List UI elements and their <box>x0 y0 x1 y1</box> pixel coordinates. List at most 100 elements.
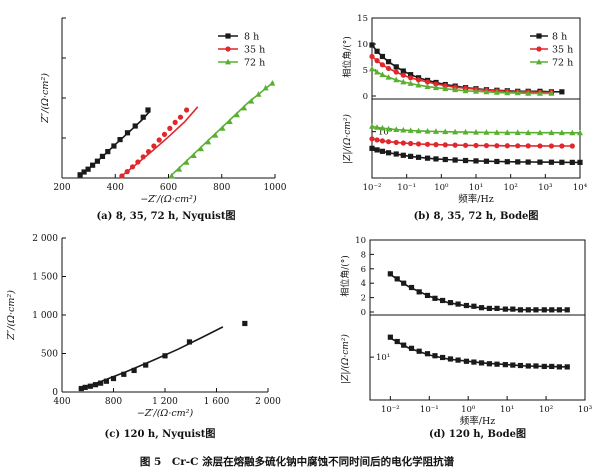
data-point <box>548 159 555 165</box>
data-point <box>533 363 539 369</box>
data-point <box>536 129 543 136</box>
data-point <box>407 127 414 133</box>
data-point <box>502 362 508 368</box>
data-point <box>415 127 422 134</box>
data-point <box>212 132 219 138</box>
x-tick-label: 400 <box>53 397 70 407</box>
data-point <box>510 306 516 312</box>
y-tick-label: 1 000 <box>32 311 58 321</box>
data-point <box>78 385 84 392</box>
data-point <box>374 68 381 75</box>
data-point <box>407 80 414 86</box>
data-point <box>393 126 400 132</box>
data-point <box>394 276 400 282</box>
x-axis-label: 频率/Hz <box>460 415 496 427</box>
data-point <box>233 111 240 118</box>
data-point <box>533 307 539 313</box>
data-point <box>515 143 521 149</box>
data-point <box>393 76 400 83</box>
data-point <box>401 280 407 286</box>
panel-caption: (b) 8, 35, 72 h, Bode图 <box>414 210 539 222</box>
y-tick-label: 1 500 <box>32 273 58 283</box>
data-point <box>226 118 233 124</box>
data-point <box>510 362 516 368</box>
y-axis-label-top: 相位角/(°) <box>341 36 353 78</box>
y-tick-label: 4 <box>361 279 366 289</box>
x-tick-label: 1000 <box>264 183 287 193</box>
data-point <box>424 79 431 85</box>
legend-label: 8 h <box>552 32 567 43</box>
data-point <box>504 89 511 96</box>
x-tick-label: 10³ <box>538 183 552 193</box>
data-point <box>177 114 184 120</box>
data-point <box>197 145 204 152</box>
x-tick-label: 10⁻¹ <box>397 183 416 193</box>
x-tick-label: 10⁰ <box>434 183 449 193</box>
data-point <box>140 154 146 160</box>
data-point <box>569 129 576 136</box>
data-point <box>493 89 500 95</box>
x-tick-label: 2 000 <box>255 397 281 407</box>
data-point <box>400 68 406 74</box>
data-point <box>385 125 392 132</box>
data-point <box>514 89 521 96</box>
data-point <box>483 158 490 164</box>
data-point <box>559 159 565 165</box>
data-point <box>463 358 470 364</box>
data-point <box>433 142 439 148</box>
data-point <box>432 295 438 301</box>
data-point <box>517 307 524 313</box>
panel-c: 400 800 1 200 1 600 2 000 0 500 1 000 1 500 2 000… <box>6 234 281 440</box>
y-tick-label: 15 <box>357 14 368 24</box>
data-point <box>525 307 531 313</box>
data-point <box>385 150 392 156</box>
x-tick-label: 600 <box>160 183 177 193</box>
data-point <box>473 129 479 135</box>
data-point <box>374 137 380 143</box>
data-point <box>82 384 88 390</box>
data-point <box>559 89 565 95</box>
y-tick-label: 10 <box>357 40 368 50</box>
data-point <box>105 149 111 155</box>
data-point <box>537 143 543 149</box>
data-point <box>374 58 380 64</box>
legend-label: 72 h <box>244 58 265 69</box>
x-tick-label: 10⁻¹ <box>420 405 439 415</box>
data-point <box>486 361 492 367</box>
x-tick-label: 10² <box>539 405 553 415</box>
data-point <box>401 342 407 348</box>
x-tick-label: 10¹ <box>469 183 483 193</box>
data-point <box>432 128 439 134</box>
panel-a: 200 400 600 800 1000 −Z′/(Ω·cm²) Z″/(Ω·cm²) 8 h… <box>40 17 287 222</box>
data-point <box>569 159 575 165</box>
data-point <box>525 143 531 149</box>
data-point <box>442 156 448 163</box>
data-point <box>124 130 131 136</box>
data-point <box>140 114 146 120</box>
data-point <box>504 129 511 135</box>
data-point <box>369 42 375 48</box>
data-point <box>408 345 415 351</box>
y-axis-label: Z″/(Ω·cm²) <box>40 73 51 124</box>
data-point <box>87 383 93 389</box>
data-point <box>393 139 399 146</box>
data-point <box>94 158 101 164</box>
data-point <box>415 141 422 147</box>
data-point <box>494 158 500 165</box>
data-point <box>168 172 175 179</box>
x-tick-label: 10³ <box>578 405 592 415</box>
data-point <box>393 69 399 75</box>
data-point <box>462 87 469 94</box>
y-tick-label: 0 <box>52 388 58 398</box>
data-point <box>124 169 130 175</box>
x-tick-label: 10¹ <box>500 405 514 415</box>
data-point <box>515 159 521 165</box>
data-point <box>369 65 375 72</box>
data-point <box>473 142 479 149</box>
data-point <box>369 136 375 142</box>
data-point <box>433 156 439 162</box>
data-point <box>176 166 183 172</box>
legend-label: 35 h <box>244 45 265 56</box>
data-point <box>415 77 422 83</box>
